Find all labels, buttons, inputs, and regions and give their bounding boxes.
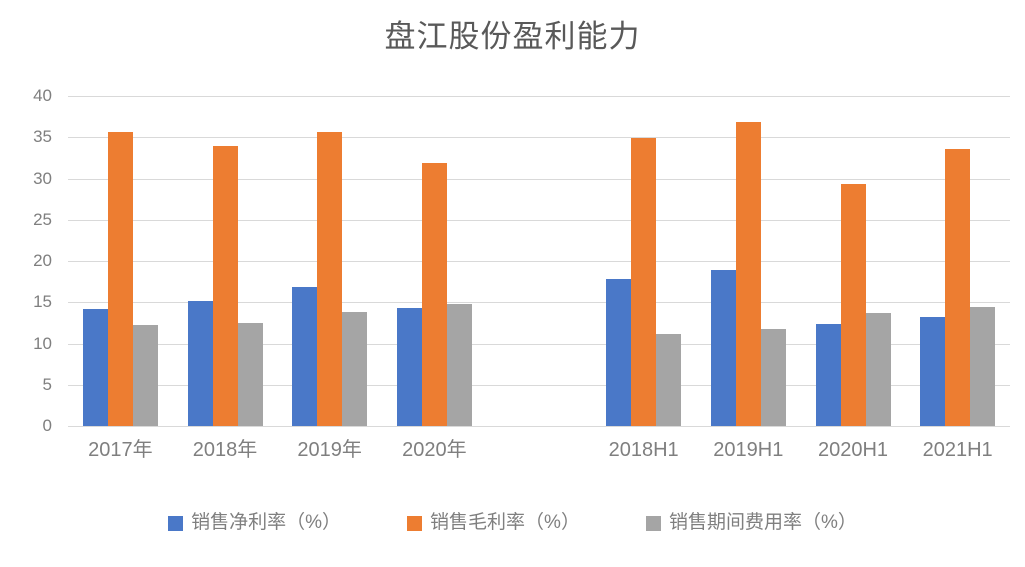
gridline <box>68 96 1010 97</box>
bar <box>396 308 422 426</box>
bar <box>656 334 682 426</box>
plot-area <box>68 96 1010 427</box>
y-axis-tick-label: 40 <box>33 86 52 105</box>
axis-baseline <box>68 426 1010 427</box>
chart-legend: 销售净利率（%） 销售毛利率（%） 销售期间费用率（%） <box>0 512 1025 534</box>
bar <box>342 312 368 426</box>
bar <box>187 300 213 426</box>
x-axis-labels: 2017年 2018年 2019年 2020年 2018H1 2019H1 2020H1 20… <box>68 434 1010 474</box>
gridline <box>68 261 1010 262</box>
bar <box>920 317 946 426</box>
bar <box>840 184 866 426</box>
y-axis-labels: 40 35 30 25 20 15 10 5 0 <box>0 87 52 434</box>
gridline <box>68 343 1010 345</box>
bar <box>292 286 318 426</box>
y-axis-tick-label: 10 <box>33 333 52 353</box>
gridline <box>68 219 1010 221</box>
x-axis-tick-label: 2021H1 <box>922 439 993 461</box>
legend-item[interactable]: 销售期间费用率（%） <box>645 512 857 534</box>
legend-label: 销售期间费用率（%） <box>668 512 857 533</box>
x-axis-tick-label: 2020H1 <box>817 439 889 461</box>
bar <box>107 132 133 426</box>
gridline <box>68 384 1010 386</box>
x-axis-tick-label: 2019H1 <box>713 439 784 461</box>
bar <box>606 279 632 426</box>
bar <box>815 323 841 426</box>
gridline <box>68 302 1010 304</box>
y-axis-tick-label: 30 <box>33 168 52 188</box>
y-axis-tick-label: 25 <box>33 209 52 229</box>
bar <box>945 148 971 426</box>
legend-item[interactable]: 销售毛利率（%） <box>407 512 580 534</box>
gridline <box>68 178 1010 180</box>
bar <box>710 270 736 426</box>
bar <box>446 303 472 426</box>
legend-swatch-icon <box>168 515 184 531</box>
legend-swatch-icon <box>645 515 661 531</box>
bar <box>82 308 108 426</box>
x-axis-tick-label: 2017年 <box>88 439 153 461</box>
bar <box>212 145 238 426</box>
y-axis-tick-label: 5 <box>42 374 52 394</box>
bar <box>735 121 761 426</box>
chart-title: 盘江股份盈利能力 <box>384 19 641 54</box>
bar <box>132 324 158 426</box>
legend-item[interactable]: 销售净利率（%） <box>168 512 341 534</box>
legend-label: 销售净利率（%） <box>191 512 342 533</box>
bar <box>631 138 657 426</box>
legend-label: 销售毛利率（%） <box>430 512 580 533</box>
x-axis-tick-label: 2018年 <box>192 439 258 461</box>
y-axis-tick-label: 35 <box>33 127 52 147</box>
bar <box>760 329 786 426</box>
y-axis-tick-label: 0 <box>42 416 52 435</box>
gridline <box>68 137 1010 139</box>
x-axis-tick-label: 2018H1 <box>608 439 679 461</box>
bar <box>237 322 263 426</box>
x-axis-tick-label: 2020年 <box>402 439 467 461</box>
bar <box>865 312 891 426</box>
bar <box>421 162 447 426</box>
bar <box>970 307 996 426</box>
bar <box>317 132 343 426</box>
legend-swatch-icon <box>407 515 423 531</box>
y-axis-tick-label: 15 <box>33 292 52 312</box>
y-axis-tick-label: 20 <box>33 251 52 270</box>
x-axis-tick-label: 2019年 <box>297 439 362 461</box>
